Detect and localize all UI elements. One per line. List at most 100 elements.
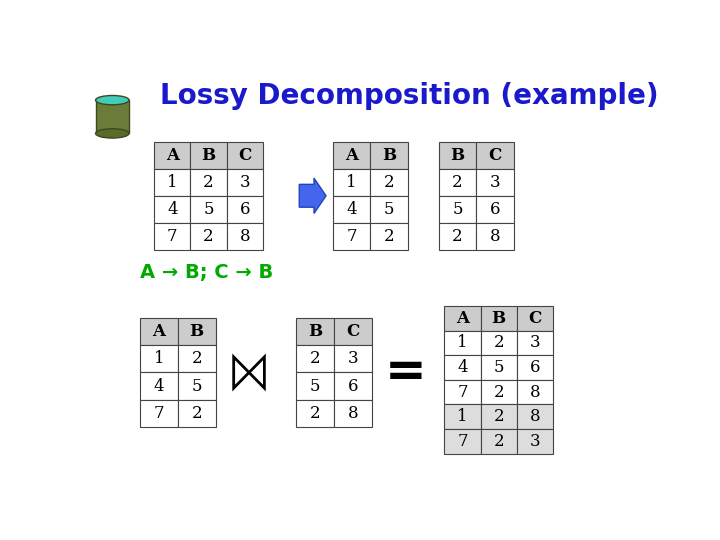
Bar <box>333 223 370 250</box>
Text: 2: 2 <box>452 228 463 245</box>
Text: 5: 5 <box>452 201 463 218</box>
Bar <box>227 196 263 223</box>
Bar <box>190 168 227 196</box>
Text: 7: 7 <box>154 404 164 422</box>
Bar <box>370 223 408 250</box>
Bar <box>517 380 553 404</box>
Text: 4: 4 <box>167 201 178 218</box>
Text: B: B <box>308 323 323 340</box>
Text: 7: 7 <box>457 433 468 450</box>
Text: 2: 2 <box>310 404 320 422</box>
Text: 2: 2 <box>384 228 395 245</box>
Bar <box>370 141 408 168</box>
Ellipse shape <box>96 96 129 105</box>
Bar <box>444 306 481 330</box>
Bar <box>333 141 370 168</box>
Text: B: B <box>451 147 464 164</box>
Bar <box>444 330 481 355</box>
Bar <box>333 196 370 223</box>
Bar <box>178 400 215 427</box>
Bar <box>517 355 553 380</box>
Bar <box>517 330 553 355</box>
Bar <box>96 100 129 133</box>
Text: 5: 5 <box>493 359 504 376</box>
Text: B: B <box>382 147 396 164</box>
Text: 8: 8 <box>490 228 500 245</box>
Bar <box>334 319 372 346</box>
Bar <box>370 196 408 223</box>
Text: 2: 2 <box>493 334 504 352</box>
Bar <box>178 346 215 373</box>
Text: 6: 6 <box>530 359 540 376</box>
Bar <box>154 196 190 223</box>
Bar <box>333 168 370 196</box>
Text: 3: 3 <box>348 350 359 368</box>
Text: 4: 4 <box>154 377 164 395</box>
Bar <box>190 223 227 250</box>
Text: 2: 2 <box>192 350 202 368</box>
Bar <box>334 400 372 427</box>
Bar <box>334 346 372 373</box>
Bar <box>190 141 227 168</box>
Text: 7: 7 <box>346 228 357 245</box>
Bar <box>140 400 178 427</box>
Text: 7: 7 <box>457 383 468 401</box>
Bar <box>438 223 477 250</box>
Bar <box>477 141 514 168</box>
Text: B: B <box>189 323 204 340</box>
Bar <box>444 380 481 404</box>
Text: B: B <box>202 147 215 164</box>
Text: 1: 1 <box>457 408 468 425</box>
Bar <box>481 330 517 355</box>
Bar <box>297 319 334 346</box>
Bar <box>154 168 190 196</box>
Text: 8: 8 <box>240 228 250 245</box>
Bar <box>477 196 514 223</box>
Text: 1: 1 <box>346 174 357 191</box>
Bar <box>190 196 227 223</box>
Text: 5: 5 <box>310 377 320 395</box>
Text: A → B; C → B: A → B; C → B <box>140 263 274 282</box>
Text: 2: 2 <box>203 174 214 191</box>
Text: 2: 2 <box>192 404 202 422</box>
Text: A: A <box>345 147 358 164</box>
Text: A: A <box>166 147 179 164</box>
Text: A: A <box>456 310 469 327</box>
Bar <box>297 346 334 373</box>
Text: C: C <box>528 310 541 327</box>
Bar <box>227 223 263 250</box>
Text: A: A <box>153 323 166 340</box>
Text: 3: 3 <box>530 334 540 352</box>
Bar <box>227 141 263 168</box>
Bar <box>438 141 477 168</box>
Bar <box>481 306 517 330</box>
Text: =: = <box>384 348 426 396</box>
Polygon shape <box>300 178 326 213</box>
Text: 4: 4 <box>346 201 357 218</box>
Text: B: B <box>492 310 505 327</box>
Bar <box>334 373 372 400</box>
Bar <box>481 355 517 380</box>
Bar <box>517 404 553 429</box>
Text: 8: 8 <box>348 404 359 422</box>
Bar <box>444 355 481 380</box>
Bar <box>140 319 178 346</box>
Bar <box>178 373 215 400</box>
Bar <box>438 168 477 196</box>
Text: 1: 1 <box>154 350 164 368</box>
Bar <box>140 373 178 400</box>
Text: 3: 3 <box>240 174 250 191</box>
Text: 3: 3 <box>490 174 500 191</box>
Text: 5: 5 <box>384 201 395 218</box>
Text: 2: 2 <box>493 433 504 450</box>
Bar <box>154 223 190 250</box>
Text: 7: 7 <box>167 228 178 245</box>
Bar <box>481 404 517 429</box>
Bar <box>178 319 215 346</box>
Bar <box>481 429 517 454</box>
Text: 8: 8 <box>530 383 540 401</box>
Bar <box>297 373 334 400</box>
Bar <box>477 223 514 250</box>
Bar <box>444 429 481 454</box>
Bar <box>140 346 178 373</box>
